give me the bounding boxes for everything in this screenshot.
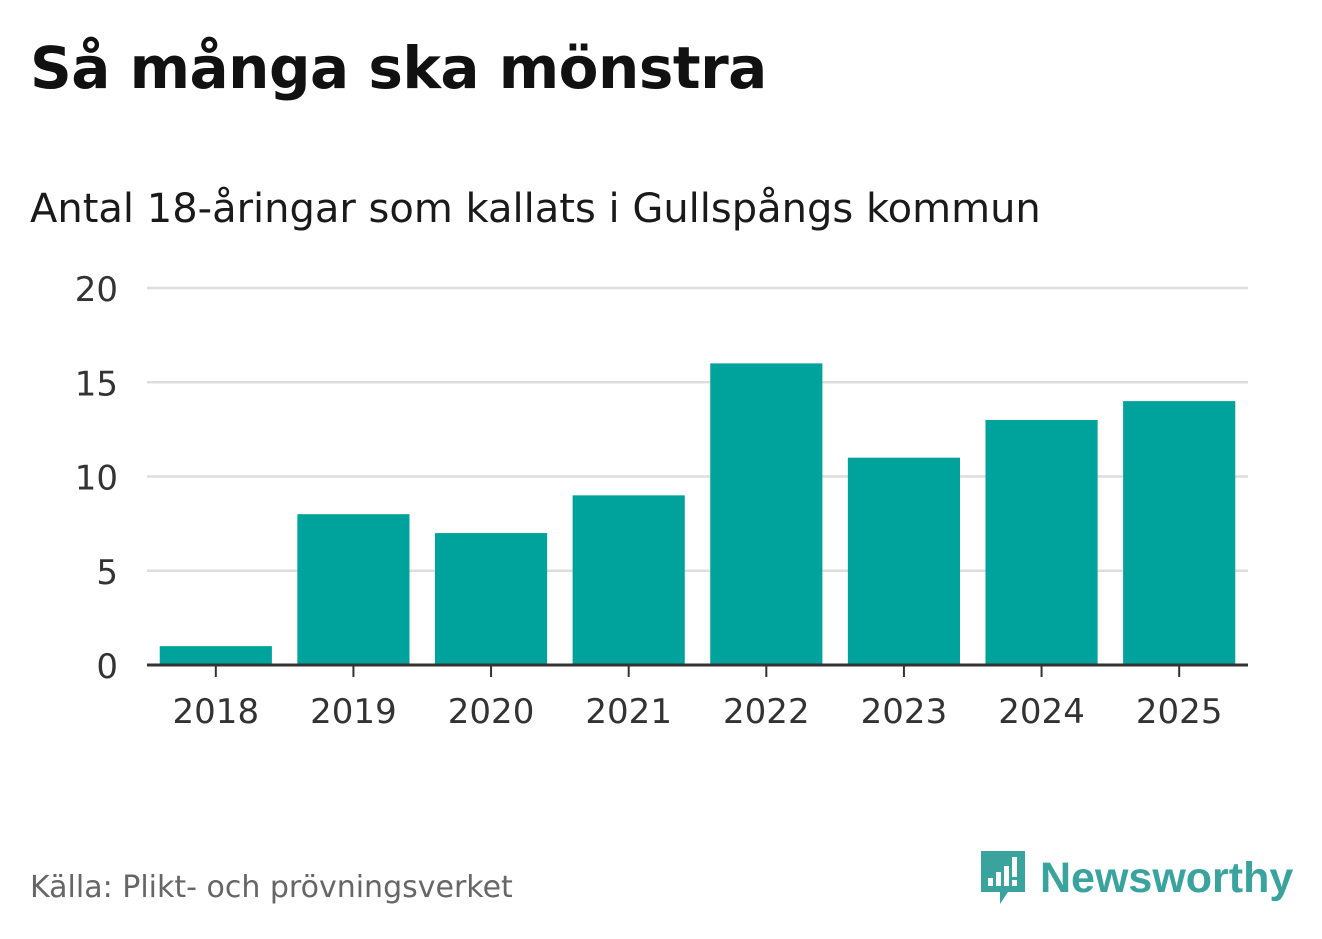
bar-2022 bbox=[710, 363, 823, 665]
bar-2018 bbox=[159, 646, 272, 665]
y-tick-label: 10 bbox=[75, 459, 118, 499]
y-tick-label: 5 bbox=[96, 553, 118, 593]
brand-logo: Newsworthy bbox=[978, 848, 1293, 908]
x-tick-labels: 2018 2019 2020 2021 2022 2023 2024 2025 bbox=[173, 692, 1223, 732]
x-tick-label: 2022 bbox=[723, 692, 810, 732]
x-tick-label: 2023 bbox=[861, 692, 948, 732]
bar-2025 bbox=[1123, 401, 1236, 665]
brand-name: Newsworthy bbox=[1040, 853, 1294, 902]
x-tick-label: 2019 bbox=[310, 692, 397, 732]
bar-2023 bbox=[847, 457, 961, 665]
y-tick-label: 20 bbox=[75, 270, 118, 310]
y-tick-label: 15 bbox=[75, 364, 118, 404]
chart-title: Så många ska mönstra bbox=[30, 34, 767, 102]
x-tick-label: 2025 bbox=[1136, 692, 1223, 732]
bar-2021 bbox=[572, 495, 685, 665]
bar-2024 bbox=[985, 419, 1098, 665]
source-note: Källa: Plikt- och prövningsverket bbox=[30, 870, 513, 905]
bar-2020 bbox=[434, 533, 548, 665]
y-tick-label: 0 bbox=[96, 647, 118, 687]
x-tick-label: 2020 bbox=[448, 692, 535, 732]
x-axis bbox=[147, 663, 1248, 677]
bars bbox=[159, 363, 1236, 665]
newsworthy-logo-icon bbox=[981, 851, 1025, 904]
bar-2019 bbox=[297, 514, 410, 665]
chart-subtitle: Antal 18-åringar som kallats i Gullspång… bbox=[30, 186, 1041, 232]
x-tick-label: 2018 bbox=[173, 692, 260, 732]
y-tick-labels: 0 5 10 15 20 bbox=[75, 270, 118, 687]
x-tick-label: 2021 bbox=[585, 692, 672, 732]
x-tick-label: 2024 bbox=[998, 692, 1085, 732]
